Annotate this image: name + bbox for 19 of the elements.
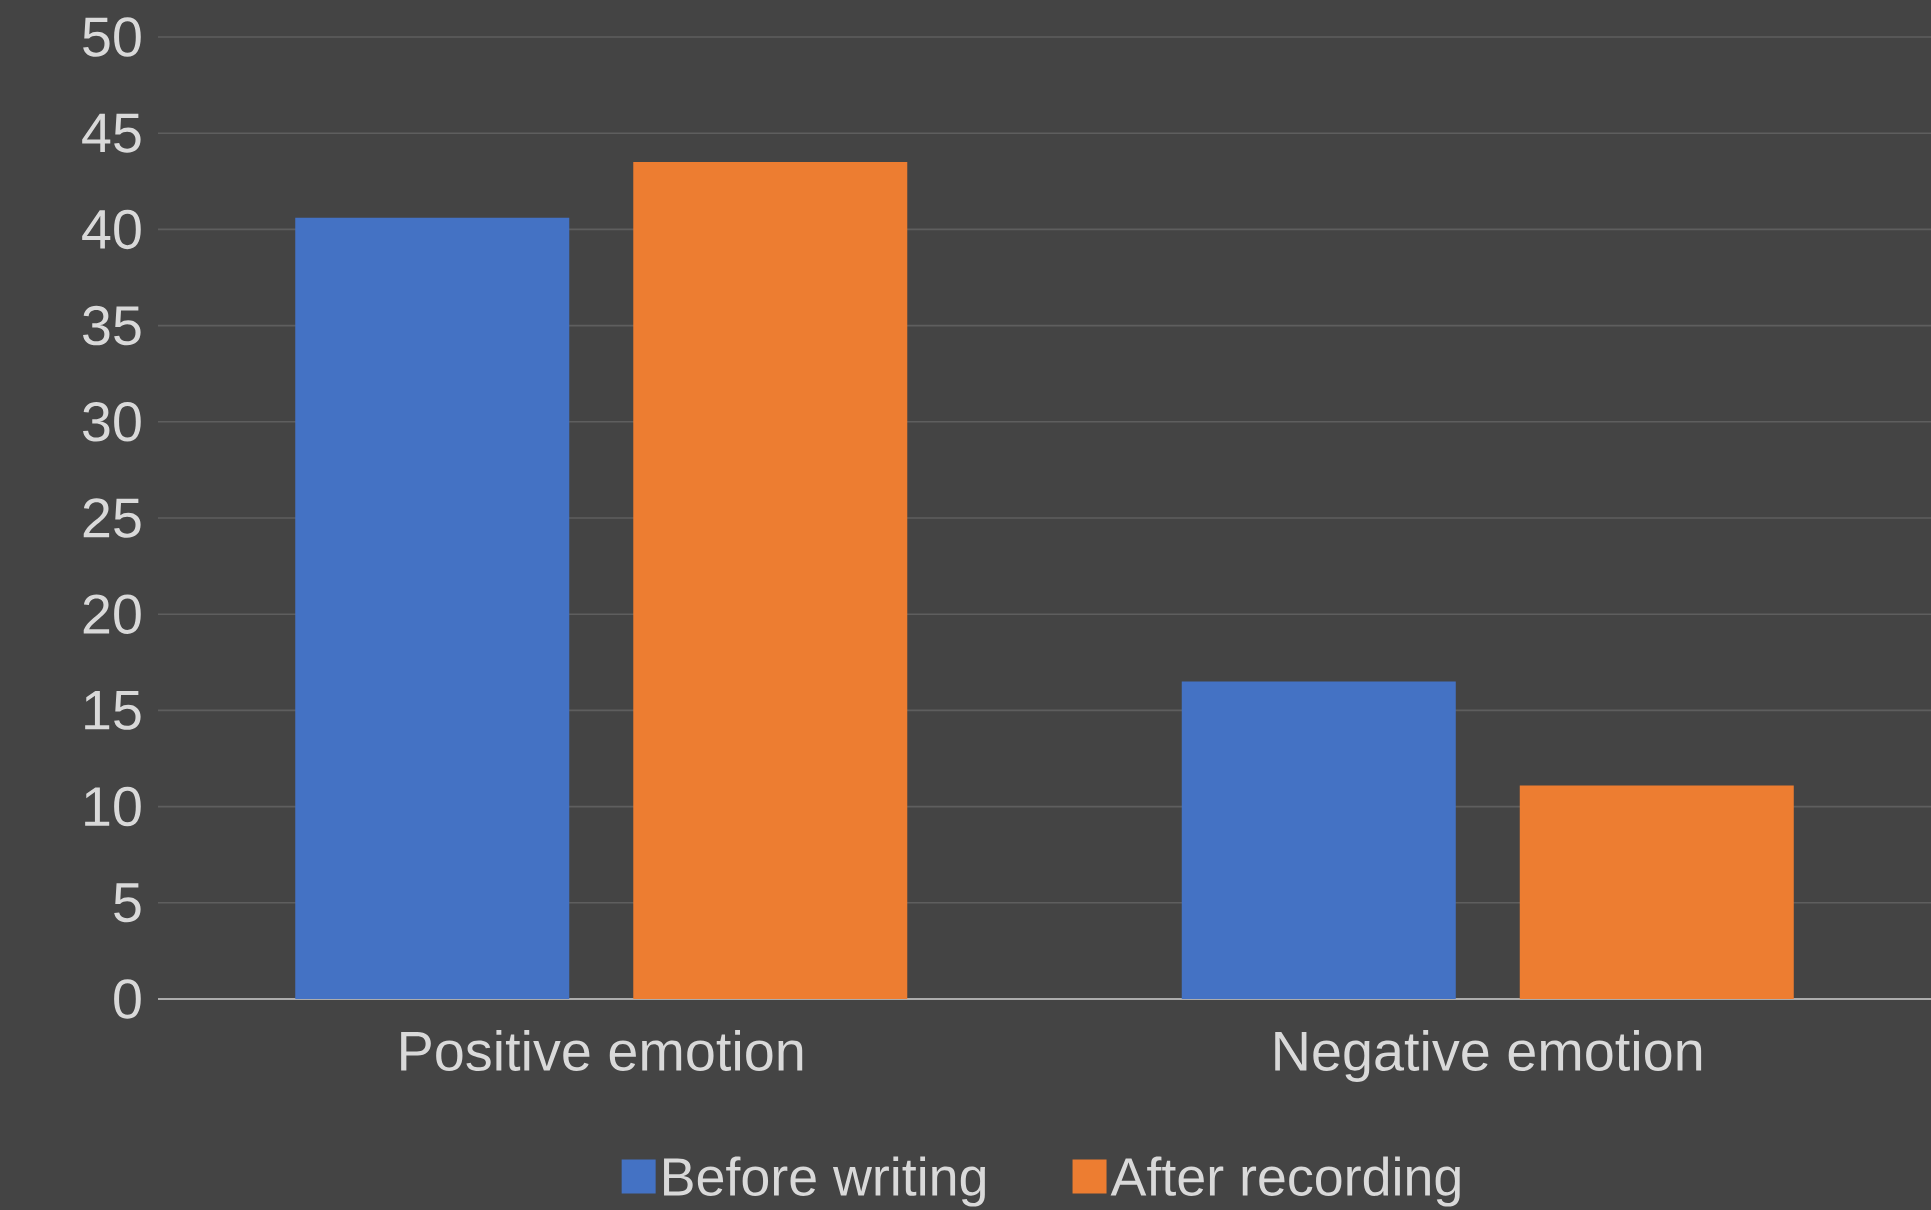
y-tick-label: 15 [85, 690, 141, 730]
bar [633, 162, 908, 999]
bar [1519, 785, 1794, 999]
y-tick-label: 50 [83, 17, 141, 57]
legend-label: Before writing [664, 1156, 986, 1207]
bar [1181, 681, 1456, 999]
y-tick-label: 45 [82, 113, 141, 153]
y-tick-label: 40 [82, 209, 141, 250]
y-tick-label: 25 [83, 498, 141, 538]
y-tick-label: 10 [85, 786, 141, 827]
y-tick-label: 30 [83, 402, 141, 442]
bar [295, 217, 570, 999]
legend-label: After recording [1110, 1156, 1460, 1207]
y-tick-label: 35 [83, 305, 141, 346]
y-tick-label: 0 [114, 979, 141, 1019]
y-tick-label: 5 [114, 883, 141, 923]
x-tick-label: Positive emotion [401, 1030, 803, 1071]
x-tick-label: Negative emotion [1275, 1030, 1702, 1083]
y-tick-label: 20 [83, 594, 141, 634]
